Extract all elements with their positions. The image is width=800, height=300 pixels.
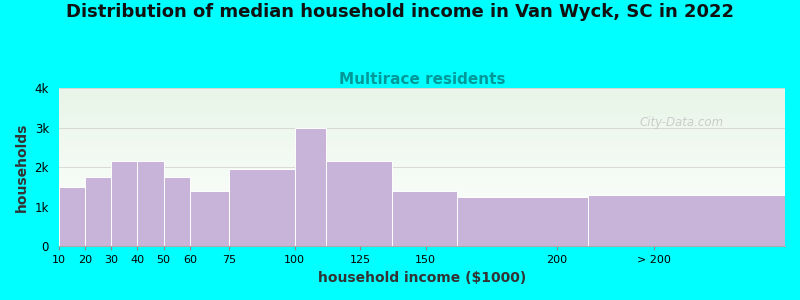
Bar — [58, 212, 785, 215]
Bar — [58, 109, 785, 112]
Bar — [58, 194, 785, 196]
Bar — [58, 178, 785, 181]
Title: Multirace residents: Multirace residents — [338, 72, 505, 87]
Bar — [58, 225, 785, 228]
Text: Distribution of median household income in Van Wyck, SC in 2022: Distribution of median household income … — [66, 3, 734, 21]
Bar — [58, 162, 785, 165]
Bar — [58, 202, 785, 204]
Bar — [588, 195, 785, 246]
Bar — [58, 93, 785, 96]
Bar — [58, 191, 785, 194]
Bar — [58, 231, 785, 233]
Bar — [58, 172, 785, 175]
Bar — [58, 154, 785, 157]
Bar — [58, 223, 785, 225]
Bar — [58, 130, 785, 133]
Bar — [58, 181, 785, 183]
Bar — [58, 141, 785, 144]
Bar — [58, 104, 785, 106]
Bar — [58, 128, 785, 130]
X-axis label: household income ($1000): household income ($1000) — [318, 271, 526, 285]
Bar — [294, 128, 326, 246]
Bar — [58, 99, 785, 101]
Bar — [58, 112, 785, 115]
Bar — [58, 120, 785, 122]
Bar — [58, 101, 785, 104]
Bar — [58, 218, 785, 220]
Bar — [138, 161, 163, 246]
Bar — [58, 236, 785, 238]
Bar — [58, 157, 785, 159]
Bar — [58, 209, 785, 212]
Bar — [229, 169, 294, 246]
Text: City-Data.com: City-Data.com — [640, 116, 724, 130]
Bar — [458, 197, 588, 246]
Bar — [58, 136, 785, 138]
Bar — [58, 220, 785, 223]
Bar — [111, 161, 138, 246]
Bar — [58, 115, 785, 117]
Bar — [58, 244, 785, 246]
Y-axis label: households: households — [15, 123, 29, 212]
Bar — [58, 175, 785, 178]
Bar — [58, 196, 785, 199]
Bar — [392, 191, 458, 246]
Bar — [58, 183, 785, 186]
Bar — [58, 215, 785, 217]
Bar — [163, 177, 190, 246]
Bar — [58, 188, 785, 191]
Bar — [58, 199, 785, 202]
Bar — [58, 204, 785, 207]
Bar — [58, 186, 785, 188]
Bar — [58, 187, 85, 246]
Bar — [326, 161, 392, 246]
Bar — [58, 170, 785, 172]
Bar — [190, 191, 229, 246]
Bar — [58, 133, 785, 136]
Bar — [58, 117, 785, 120]
Bar — [85, 177, 111, 246]
Bar — [58, 149, 785, 152]
Bar — [58, 146, 785, 149]
Bar — [58, 125, 785, 128]
Bar — [58, 228, 785, 231]
Bar — [58, 138, 785, 141]
Bar — [58, 144, 785, 146]
Bar — [58, 122, 785, 125]
Bar — [58, 165, 785, 167]
Bar — [58, 238, 785, 241]
Bar — [58, 91, 785, 93]
Bar — [58, 167, 785, 170]
Bar — [58, 159, 785, 162]
Bar — [58, 88, 785, 91]
Bar — [58, 241, 785, 244]
Bar — [58, 96, 785, 99]
Bar — [58, 106, 785, 109]
Bar — [58, 152, 785, 154]
Bar — [58, 207, 785, 209]
Bar — [58, 233, 785, 236]
